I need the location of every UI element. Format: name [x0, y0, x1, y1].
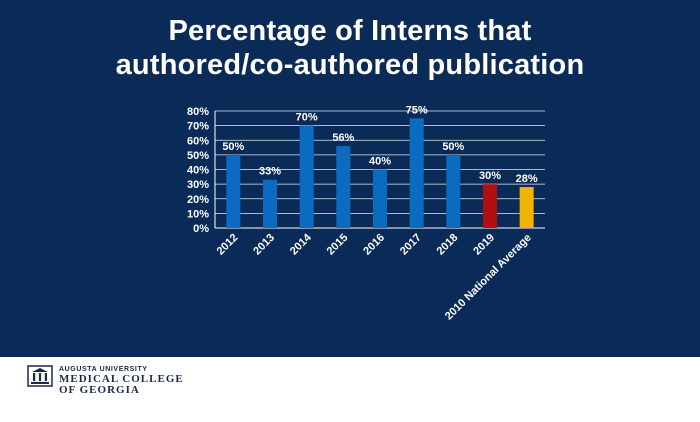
y-tick-label: 30% — [187, 179, 209, 191]
slide-panel: Percentage of Interns that authored/co-a… — [0, 0, 700, 357]
college-logo: AUGUSTA UNIVERSITY MEDICAL COLLEGE OF GE… — [27, 365, 184, 396]
data-label: 30% — [479, 170, 501, 182]
x-tick-label: 2015 — [325, 232, 351, 258]
data-label: 33% — [259, 166, 281, 178]
x-tick-label: 2014 — [288, 231, 314, 257]
bar — [446, 154, 461, 228]
bar — [336, 146, 351, 228]
data-label: 40% — [369, 156, 391, 168]
y-tick-label: 40% — [187, 165, 209, 177]
college-name-line-1: MEDICAL COLLEGE — [59, 373, 184, 385]
college-name-line-2: OF GEORGIA — [59, 384, 140, 396]
x-tick-label: 2018 — [435, 232, 461, 258]
x-tick-label: 2016 — [361, 232, 387, 258]
y-tick-label: 70% — [187, 121, 209, 133]
y-tick-label: 60% — [187, 135, 209, 147]
x-tick-label: 2019 — [471, 232, 497, 258]
bar — [226, 154, 241, 228]
bar — [483, 184, 497, 228]
data-label: 75% — [406, 104, 428, 116]
data-label: 50% — [442, 141, 464, 153]
x-tick-label: 2017 — [398, 232, 424, 258]
y-tick-label: 10% — [187, 208, 209, 220]
x-tick-label: 2013 — [251, 232, 277, 258]
chart-title-line-2: authored/co-authored publication — [115, 49, 585, 81]
bar — [299, 125, 314, 228]
y-tick-label: 0% — [193, 223, 209, 235]
bar-chart: 0% 10% 20% 30% 40% 50% 60% 70% 80% 50% 2012 33% 2013… — [187, 104, 545, 323]
data-label: 70% — [296, 112, 318, 124]
bar — [409, 118, 424, 228]
bar — [519, 187, 534, 228]
data-label: 50% — [222, 141, 244, 153]
university-name: AUGUSTA UNIVERSITY — [59, 366, 148, 373]
chart-title: Percentage of Interns that authored/co-a… — [0, 14, 700, 82]
bar — [373, 169, 387, 228]
chart-title-line-1: Percentage of Interns that — [168, 15, 532, 47]
y-tick-label: 50% — [187, 150, 209, 162]
data-label: 56% — [332, 132, 354, 144]
y-tick-label: 20% — [187, 194, 209, 206]
y-tick-label: 80% — [187, 106, 209, 118]
bar — [263, 179, 277, 228]
university-seal-icon — [27, 365, 53, 387]
data-label: 28% — [516, 173, 538, 185]
footer: AUGUSTA UNIVERSITY MEDICAL COLLEGE OF GE… — [0, 357, 700, 422]
x-tick-label: 2012 — [215, 232, 241, 258]
